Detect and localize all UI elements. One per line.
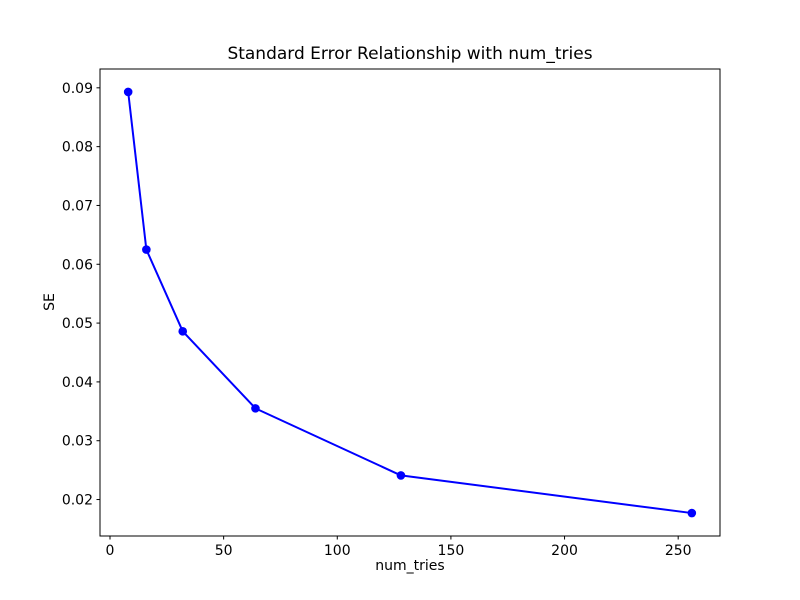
data-point-marker	[251, 404, 260, 413]
y-tick-label: 0.08	[62, 140, 93, 156]
y-tick-label: 0.03	[62, 434, 93, 450]
series-line	[127, 90, 693, 515]
y-tick-label: 0.07	[62, 198, 93, 214]
x-tick-label: 100	[324, 543, 351, 559]
data-point-marker	[687, 508, 697, 518]
x-axis-label: num_tries	[375, 558, 445, 574]
data-point-marker	[142, 245, 151, 254]
y-tick-label: 0.02	[62, 493, 93, 509]
x-tick-label: 0	[106, 543, 115, 559]
data-point-marker	[123, 87, 133, 97]
x-tick-label: 250	[665, 543, 692, 559]
x-tick-label: 200	[551, 543, 578, 559]
data-point-marker	[178, 327, 188, 336]
chart-title: Standard Error Relationship with num_tri…	[227, 44, 593, 64]
y-tick-label: 0.06	[62, 257, 93, 273]
x-tick-label: 50	[215, 543, 233, 559]
y-tick-label: 0.04	[62, 375, 93, 391]
x-tick-label: 150	[438, 543, 465, 559]
y-tick-label: 0.09	[62, 81, 93, 97]
data-point-marker	[396, 471, 406, 480]
y-tick-label: 0.05	[62, 316, 93, 332]
y-axis-label: SE	[42, 293, 58, 311]
axes-frame	[99, 68, 721, 537]
